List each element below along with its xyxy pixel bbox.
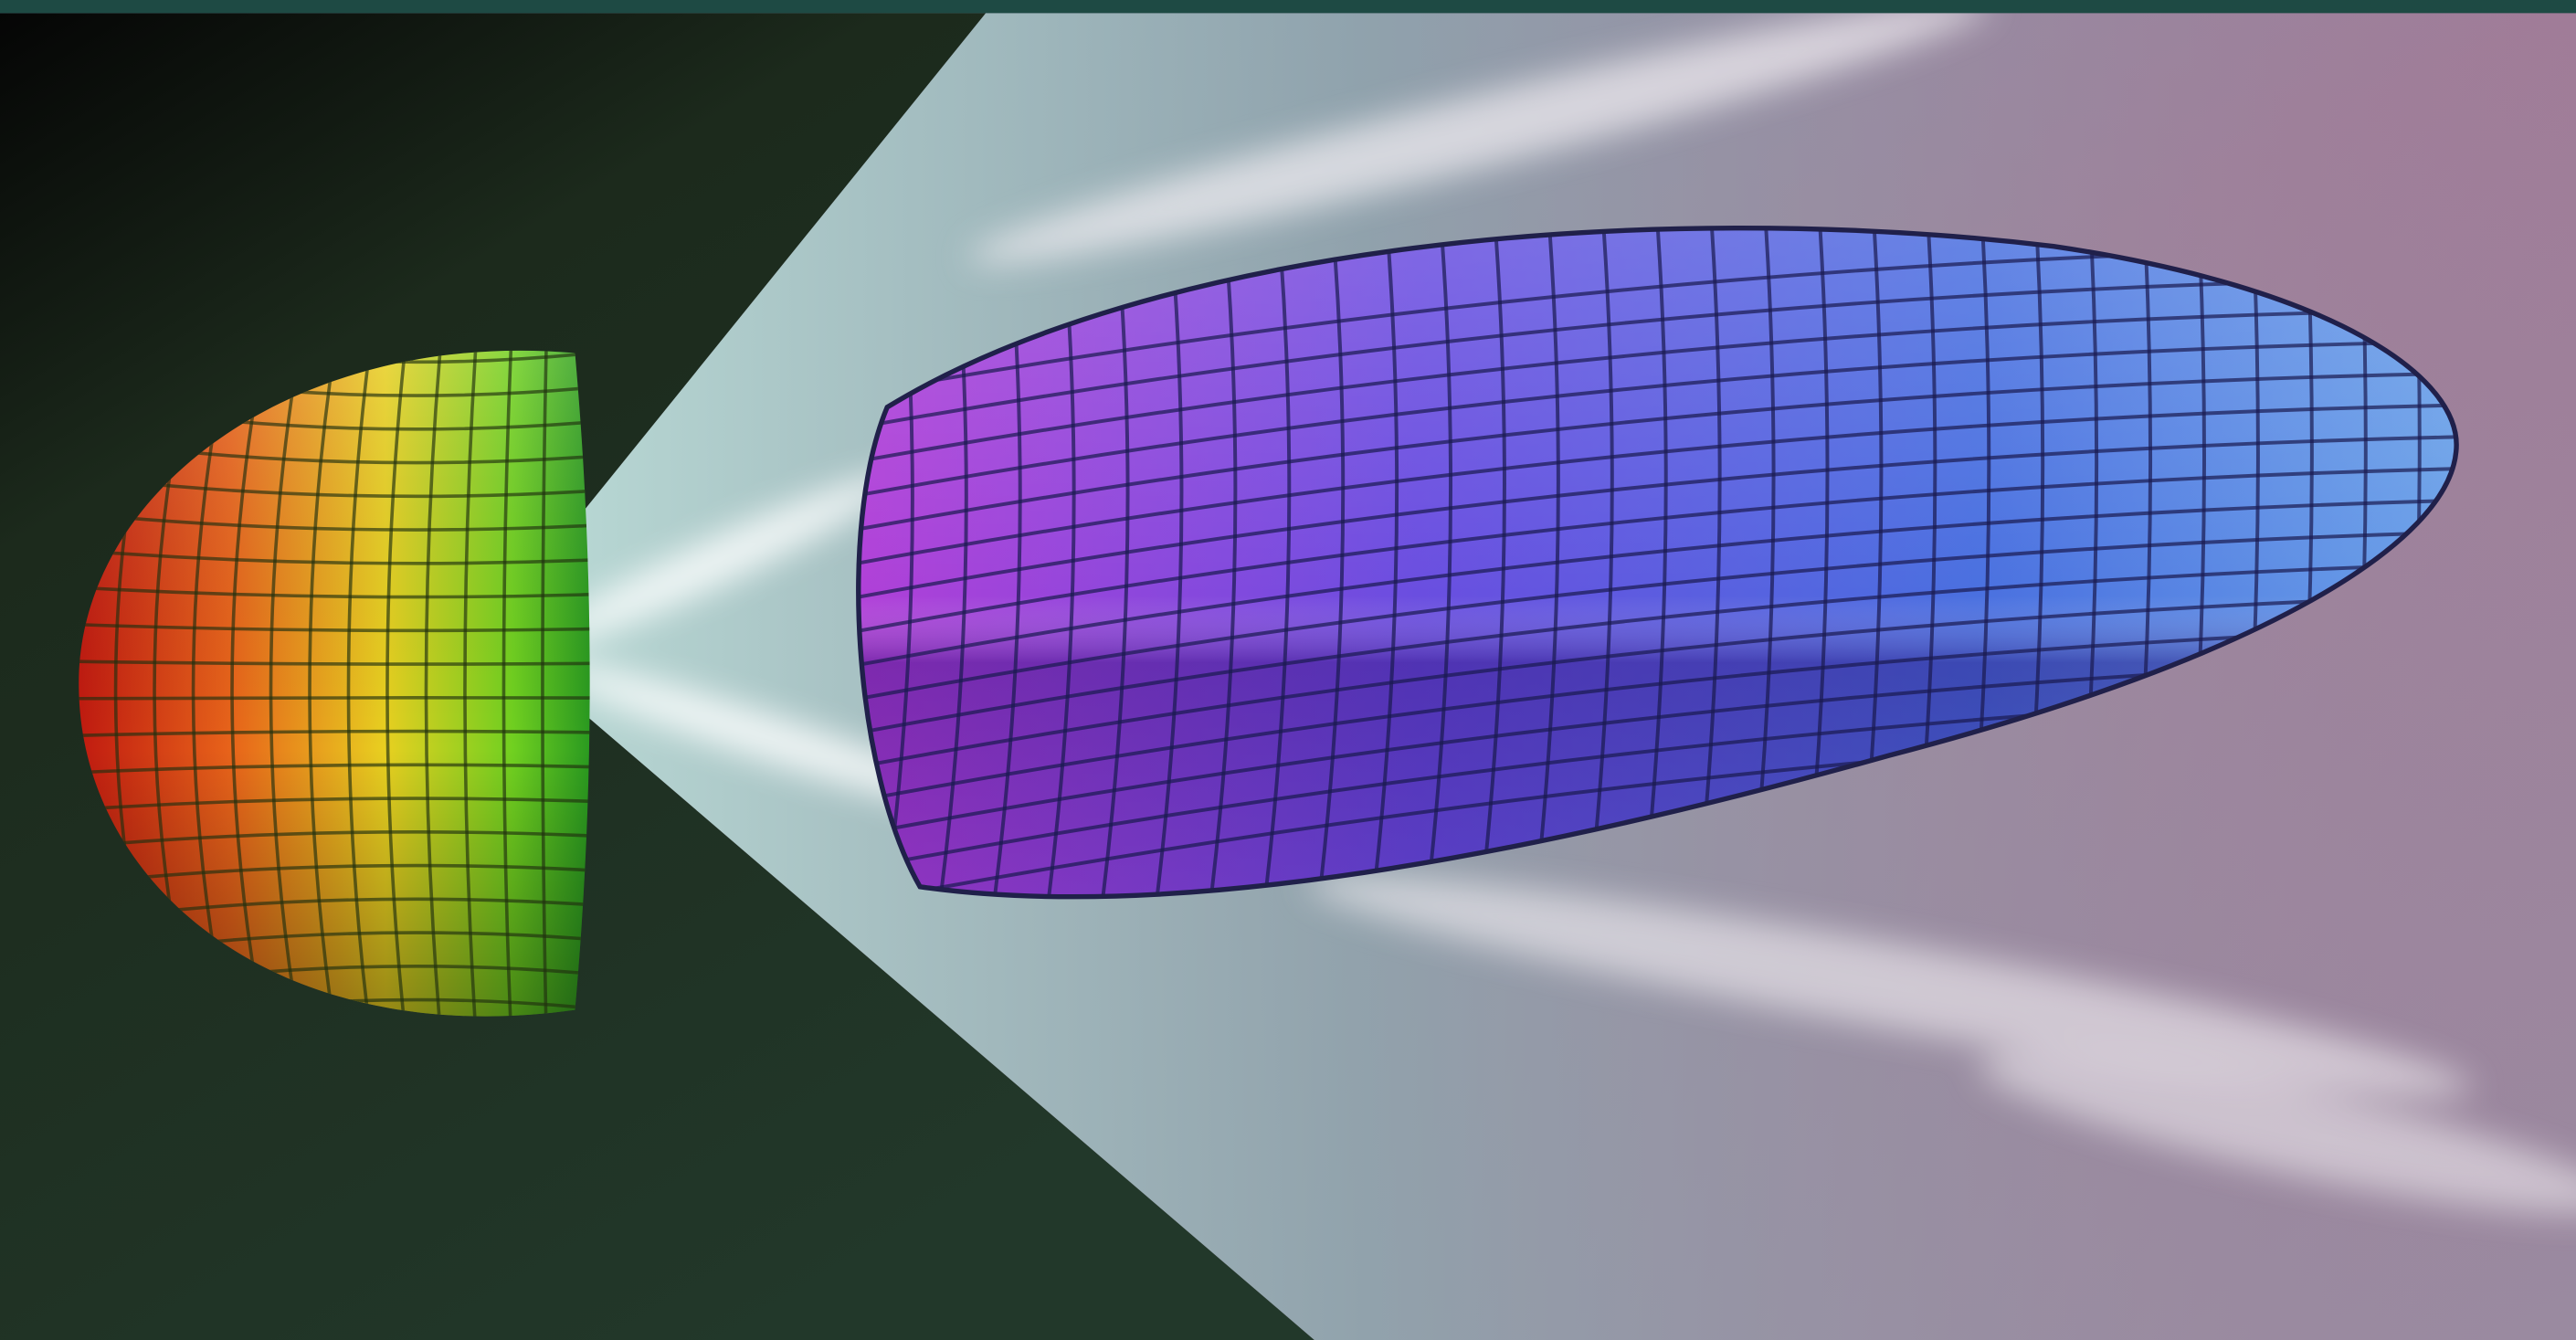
grid-line <box>385 350 411 1017</box>
grid-line <box>858 594 2457 770</box>
bullet-shade <box>858 227 2457 897</box>
hemisphere <box>79 350 590 1017</box>
grid-line <box>1311 227 1346 897</box>
streak <box>1306 874 2472 1097</box>
grid-line <box>1419 227 1453 897</box>
bullet-outline <box>856 225 2459 900</box>
grid-line <box>308 350 343 1017</box>
grid-line <box>424 350 446 1017</box>
grid-line <box>79 696 590 701</box>
grid-line <box>79 622 590 633</box>
grid-line <box>463 350 480 1017</box>
grid-line <box>858 308 2457 464</box>
grid-line <box>858 530 2457 702</box>
grid-line <box>858 339 2457 498</box>
top-border <box>0 0 2576 14</box>
grid-line <box>858 562 2457 735</box>
grid-line <box>79 763 590 776</box>
grid-line <box>858 276 2457 430</box>
grid-line <box>79 729 590 738</box>
grid-line <box>269 350 308 1017</box>
grid-line <box>858 625 2457 804</box>
bullet <box>856 225 2459 900</box>
grid-line <box>858 371 2457 533</box>
grid-line <box>230 350 273 1017</box>
grid-line <box>79 547 590 565</box>
grid-line <box>858 435 2457 600</box>
grid-line <box>1365 227 1399 897</box>
grid-line <box>79 511 590 532</box>
grid-line <box>1202 227 1238 897</box>
grid-line <box>541 350 549 1017</box>
streaks <box>544 0 2576 1214</box>
grid-line <box>1473 227 1506 897</box>
grid-line <box>346 350 376 1017</box>
grid-line <box>79 659 590 666</box>
streak <box>1978 1052 2576 1214</box>
grid-line <box>858 403 2457 566</box>
grid-line <box>79 585 590 599</box>
grid-line <box>858 466 2457 634</box>
dark-plane <box>0 13 1314 1340</box>
streak <box>544 472 903 645</box>
streak <box>968 0 1990 264</box>
grid-line <box>79 797 590 812</box>
grid-line <box>501 350 514 1017</box>
grid-line <box>858 498 2457 668</box>
grid-line <box>79 830 590 849</box>
hemisphere-shade <box>79 350 590 1017</box>
